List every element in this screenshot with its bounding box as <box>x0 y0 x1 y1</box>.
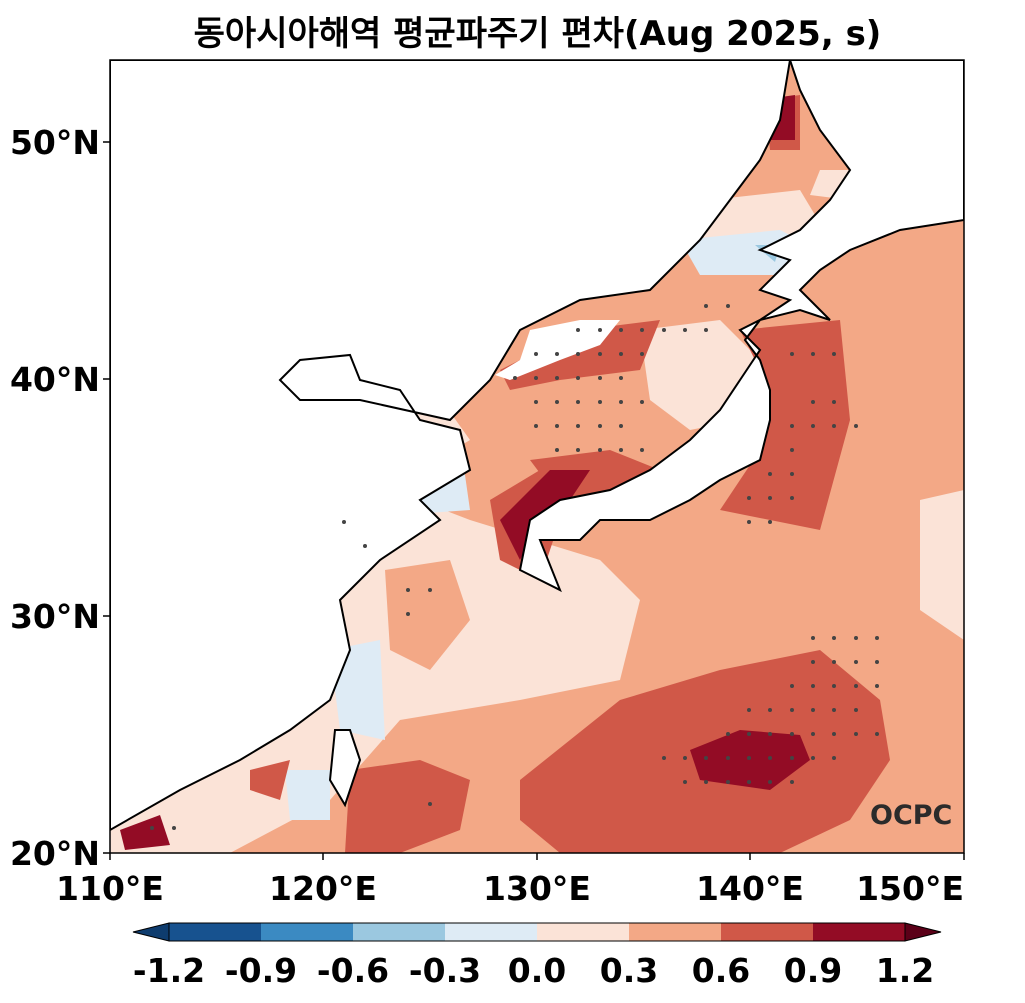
ocpc-logo: OCPC <box>870 800 952 831</box>
y-tick-label: 30°N <box>10 597 100 636</box>
map-title: 동아시아해역 평균파주기 편차(Aug 2025, s) <box>193 14 882 54</box>
colorbar-tick-label: -0.6 <box>317 951 389 990</box>
x-axis: 110°E 120°E 130°E 140°E 150°E <box>56 853 965 908</box>
colorbar-tick-label: -1.2 <box>133 951 205 990</box>
x-tick-label: 140°E <box>696 869 804 908</box>
colorbar-tick-label: 1.2 <box>876 951 934 990</box>
y-axis: 20°N 30°N 40°N 50°N <box>10 123 110 873</box>
colorbar-tick-label: 0.3 <box>600 951 658 990</box>
colorbar-tick-label: 0.9 <box>784 951 842 990</box>
significance-dots <box>150 304 879 830</box>
x-tick-label: 130°E <box>483 869 591 908</box>
colorbar-tick-label: 0.6 <box>692 951 750 990</box>
land-masses <box>110 60 964 832</box>
x-tick-label: 120°E <box>269 869 377 908</box>
colorbar: -1.2 -0.9 -0.6 -0.3 0.0 0.3 0.6 0.9 1.2 <box>132 922 942 990</box>
y-tick-label: 40°N <box>10 360 100 399</box>
colorbar-tick-label: 0.0 <box>508 951 566 990</box>
y-tick-label: 50°N <box>10 123 100 162</box>
x-tick-label: 150°E <box>856 869 964 908</box>
colorbar-tick-label: -0.9 <box>225 951 297 990</box>
y-tick-label: 20°N <box>10 834 100 873</box>
colorbar-tick-label: -0.3 <box>409 951 481 990</box>
x-tick-label: 110°E <box>56 869 164 908</box>
